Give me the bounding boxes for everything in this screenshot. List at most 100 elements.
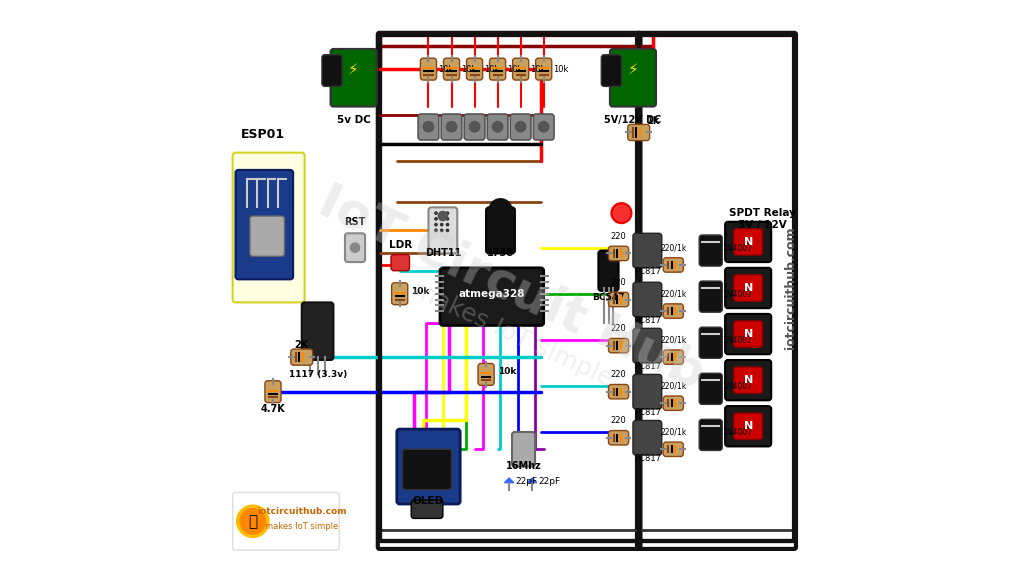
FancyBboxPatch shape bbox=[633, 420, 662, 455]
FancyBboxPatch shape bbox=[291, 349, 312, 365]
FancyBboxPatch shape bbox=[725, 268, 771, 308]
Circle shape bbox=[440, 212, 442, 214]
Polygon shape bbox=[505, 478, 514, 483]
FancyBboxPatch shape bbox=[734, 321, 763, 347]
Circle shape bbox=[237, 505, 269, 537]
Text: 10k: 10k bbox=[498, 367, 516, 376]
Text: N: N bbox=[743, 283, 753, 293]
Text: 1N4007: 1N4007 bbox=[722, 336, 753, 344]
FancyBboxPatch shape bbox=[418, 114, 439, 140]
Text: 10k: 10k bbox=[529, 65, 545, 74]
FancyBboxPatch shape bbox=[725, 406, 771, 446]
Text: 1N4007: 1N4007 bbox=[722, 290, 753, 298]
Text: 10k: 10k bbox=[412, 287, 430, 295]
Text: 1N4007: 1N4007 bbox=[722, 382, 753, 391]
Text: iotcircuithub.com: iotcircuithub.com bbox=[257, 507, 346, 516]
Text: 220/1k: 220/1k bbox=[660, 290, 686, 298]
FancyBboxPatch shape bbox=[628, 124, 649, 141]
Circle shape bbox=[446, 122, 457, 132]
Circle shape bbox=[435, 229, 437, 232]
FancyBboxPatch shape bbox=[734, 413, 763, 439]
FancyBboxPatch shape bbox=[725, 360, 771, 400]
Circle shape bbox=[446, 212, 449, 214]
FancyBboxPatch shape bbox=[464, 114, 485, 140]
Text: 16Mhz: 16Mhz bbox=[506, 461, 542, 471]
FancyBboxPatch shape bbox=[601, 55, 622, 86]
Text: IoT Circuit Hub: IoT Circuit Hub bbox=[311, 177, 713, 399]
FancyBboxPatch shape bbox=[734, 275, 763, 301]
FancyBboxPatch shape bbox=[396, 429, 460, 504]
Text: atmega328: atmega328 bbox=[459, 289, 525, 298]
Text: 220/1k: 220/1k bbox=[660, 244, 686, 252]
FancyBboxPatch shape bbox=[734, 367, 763, 393]
Text: 10k: 10k bbox=[507, 65, 522, 74]
FancyBboxPatch shape bbox=[467, 58, 482, 80]
FancyBboxPatch shape bbox=[232, 153, 305, 302]
Text: N: N bbox=[743, 421, 753, 431]
Text: 220: 220 bbox=[610, 278, 627, 287]
FancyBboxPatch shape bbox=[699, 419, 722, 450]
FancyBboxPatch shape bbox=[345, 233, 366, 262]
FancyBboxPatch shape bbox=[598, 251, 618, 291]
FancyBboxPatch shape bbox=[232, 492, 339, 550]
FancyBboxPatch shape bbox=[391, 255, 410, 271]
FancyBboxPatch shape bbox=[421, 58, 436, 80]
FancyBboxPatch shape bbox=[725, 222, 771, 262]
FancyBboxPatch shape bbox=[489, 58, 506, 80]
FancyBboxPatch shape bbox=[302, 302, 334, 360]
FancyBboxPatch shape bbox=[534, 114, 554, 140]
Text: PC817: PC817 bbox=[634, 362, 660, 370]
Text: PC817: PC817 bbox=[634, 267, 660, 275]
Text: N: N bbox=[743, 237, 753, 247]
FancyBboxPatch shape bbox=[633, 282, 662, 317]
Circle shape bbox=[489, 199, 512, 222]
Polygon shape bbox=[527, 478, 537, 483]
FancyBboxPatch shape bbox=[331, 49, 377, 107]
Circle shape bbox=[539, 122, 549, 132]
Text: DHT11: DHT11 bbox=[425, 248, 461, 258]
FancyBboxPatch shape bbox=[486, 207, 515, 253]
FancyBboxPatch shape bbox=[513, 58, 528, 80]
FancyBboxPatch shape bbox=[478, 363, 495, 385]
FancyBboxPatch shape bbox=[608, 385, 629, 399]
Text: 22pF: 22pF bbox=[538, 477, 560, 486]
Text: BC547: BC547 bbox=[592, 293, 625, 301]
FancyBboxPatch shape bbox=[699, 235, 722, 266]
FancyBboxPatch shape bbox=[428, 207, 458, 253]
FancyBboxPatch shape bbox=[236, 170, 293, 279]
Text: 5V/12V DC: 5V/12V DC bbox=[604, 115, 662, 125]
FancyBboxPatch shape bbox=[440, 268, 544, 325]
Circle shape bbox=[240, 509, 265, 534]
FancyBboxPatch shape bbox=[412, 500, 442, 518]
FancyBboxPatch shape bbox=[391, 283, 408, 305]
FancyBboxPatch shape bbox=[699, 327, 722, 358]
Text: 10k: 10k bbox=[483, 65, 499, 74]
Text: 220: 220 bbox=[610, 324, 627, 333]
FancyBboxPatch shape bbox=[633, 233, 662, 268]
Text: ⚡: ⚡ bbox=[348, 62, 359, 77]
Circle shape bbox=[493, 122, 503, 132]
Circle shape bbox=[446, 218, 449, 220]
Circle shape bbox=[435, 218, 437, 220]
Text: ⚡: ⚡ bbox=[628, 62, 638, 77]
FancyBboxPatch shape bbox=[725, 314, 771, 354]
Text: 1N4007: 1N4007 bbox=[722, 244, 753, 252]
Text: 🏠: 🏠 bbox=[248, 514, 257, 529]
FancyBboxPatch shape bbox=[633, 374, 662, 409]
Text: makes IoT simple: makes IoT simple bbox=[265, 522, 338, 530]
FancyBboxPatch shape bbox=[699, 373, 722, 404]
Text: PC817: PC817 bbox=[634, 408, 660, 416]
Circle shape bbox=[611, 203, 632, 223]
Circle shape bbox=[440, 218, 442, 220]
Text: SPDT Relay
5V / 12V: SPDT Relay 5V / 12V bbox=[729, 208, 796, 230]
Text: 1738: 1738 bbox=[487, 248, 514, 258]
Text: 220: 220 bbox=[610, 370, 627, 379]
Text: RST: RST bbox=[344, 217, 366, 226]
Text: OLED: OLED bbox=[413, 496, 444, 506]
FancyBboxPatch shape bbox=[608, 431, 629, 445]
Text: N: N bbox=[743, 329, 753, 339]
Circle shape bbox=[350, 243, 359, 252]
Text: 220: 220 bbox=[610, 416, 627, 425]
Circle shape bbox=[446, 229, 449, 232]
Text: 10k: 10k bbox=[461, 65, 476, 74]
